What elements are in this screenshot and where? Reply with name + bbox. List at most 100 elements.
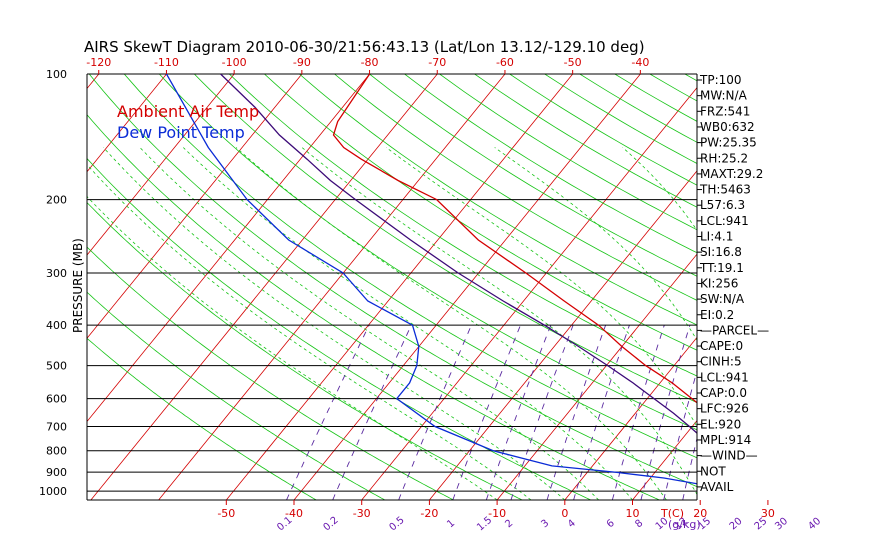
plot-frame	[86, 74, 698, 501]
stat-item: MAXT:29.2	[700, 167, 763, 181]
mixing-ratio-unit: (g/kg)	[668, 518, 701, 531]
bottom-temp-tick-label: -30	[353, 507, 371, 520]
dry-adiabat-line	[87, 246, 454, 500]
dry-adiabat-line	[194, 74, 697, 404]
dry-adiabat-line	[159, 74, 697, 431]
mixing-ratio-line	[611, 325, 665, 500]
stat-item: EL:920	[700, 417, 741, 431]
ambient-temp-line	[332, 74, 697, 404]
dry-adiabats	[87, 74, 870, 500]
isotherm-line	[836, 74, 870, 500]
isotherm-line	[361, 87, 697, 500]
moist-adiabat-line	[183, 147, 633, 500]
dry-adiabat-line	[88, 74, 697, 488]
stat-item: PW:25.35	[700, 136, 757, 150]
mixing-ratio-line	[332, 325, 412, 500]
isotherm-line	[87, 74, 167, 173]
top-temp-tick-label: -120	[86, 56, 111, 69]
top-temp-ticks: -120 -110 -100 -90 -80 -70 -60 -50 -40	[86, 56, 649, 74]
parcel-line	[220, 74, 697, 434]
stat-item: SI:16.8	[700, 245, 742, 259]
bottom-temp-tick-label: -50	[217, 507, 235, 520]
isotherms	[87, 74, 870, 500]
bottom-temp-ticks: -50 -40 -30 -20 -10 0 10 20 30	[217, 500, 775, 520]
dry-adiabat-line	[299, 74, 697, 326]
pressure-gridlines	[87, 73, 697, 492]
isotherm-line	[768, 74, 870, 500]
top-temp-tick-label: -80	[361, 56, 379, 69]
pressure-tick-label: 500	[46, 360, 67, 373]
stat-item: MPL:914	[700, 433, 751, 447]
isotherm-line	[87, 74, 303, 339]
mixing-ratio-tick-label: 30	[773, 516, 790, 533]
top-temp-tick-label: -110	[154, 56, 179, 69]
mixing-ratio-tick-label: 6	[605, 518, 617, 531]
stat-item: FRZ:541	[700, 104, 750, 118]
stat-item: TP:100	[699, 73, 742, 87]
profile-lines	[165, 74, 697, 485]
dry-adiabat-line	[369, 74, 697, 277]
stat-item: TT:19.1	[699, 261, 744, 275]
chart-title: AIRS SkewT Diagram 2010-06-30/21:56:43.1…	[84, 38, 645, 56]
x-axis-unit: T(C)	[660, 507, 684, 520]
stat-item: RH:25.2	[700, 151, 748, 165]
pressure-tick-label: 900	[46, 466, 67, 479]
stat-item: KI:256	[700, 276, 738, 290]
dry-adiabat-line	[87, 201, 523, 500]
y-axis-label: PRESSURE (MB)	[71, 238, 85, 333]
stat-item: —WIND—	[700, 449, 758, 463]
stat-item: CAP:0.0	[700, 386, 747, 400]
mixing-ratio-line	[398, 325, 472, 500]
dry-adiabat-line	[123, 74, 697, 459]
mixing-ratio-line	[783, 325, 816, 500]
mixing-ratio-tick-label: 0.5	[387, 515, 406, 534]
legend-ambient: Ambient Air Temp	[117, 102, 259, 121]
top-temp-tick-label: -100	[222, 56, 247, 69]
mixing-ratio-tick-label: 40	[806, 516, 823, 533]
bottom-temp-tick-label: -20	[420, 507, 438, 520]
dry-adiabat-line	[790, 74, 870, 500]
stat-item: CAPE:0	[700, 339, 743, 353]
stat-item: CINH:5	[700, 355, 742, 369]
pressure-tick-label: 1000	[39, 485, 67, 498]
stat-item: LCL:941	[700, 370, 749, 384]
mixing-ratio-tick-label: 4	[566, 518, 578, 531]
pressure-tick-label: 100	[46, 68, 67, 81]
dry-adiabat-line	[87, 291, 386, 500]
mixing-ratio-tick-label: 8	[633, 518, 645, 531]
pressure-tick-label: 200	[46, 194, 67, 207]
mixing-ratio-tick-label: 3	[539, 518, 551, 531]
top-temp-tick-label: -90	[293, 56, 311, 69]
pressure-tick-label: 600	[46, 393, 67, 406]
stat-item: L57:6.3	[700, 198, 745, 212]
bottom-temp-tick-label: -10	[488, 507, 506, 520]
stat-item: LFC:926	[700, 402, 749, 416]
top-temp-tick-label: -50	[564, 56, 582, 69]
dry-adiabat-line	[334, 74, 697, 301]
dry-adiabat-line	[439, 74, 697, 231]
dry-adiabat-line	[87, 337, 317, 500]
dry-adiabat-line	[649, 74, 697, 102]
pressure-ticks: 100 200 300 400 500 600 700 800 900 1000	[39, 68, 67, 498]
top-temp-tick-label: -70	[428, 56, 446, 69]
bottom-temp-tick-label: 20	[693, 507, 707, 520]
moist-adiabat-line	[87, 195, 498, 500]
bottom-temp-tick-label: 10	[626, 507, 640, 520]
dry-adiabat-line	[755, 74, 870, 500]
stat-item: MW:N/A	[700, 89, 748, 103]
dry-adiabat-line	[264, 74, 697, 351]
stat-item: NOT	[700, 464, 726, 478]
pressure-tick-label: 700	[46, 421, 67, 434]
isotherm-line	[87, 74, 235, 256]
mixing-ratio-line	[546, 325, 607, 500]
isotherm-line	[564, 336, 697, 500]
isotherm-line	[632, 420, 697, 500]
isotherm-line	[429, 170, 697, 500]
mixing-ratio-line	[286, 325, 370, 500]
isotherm-line	[293, 74, 641, 500]
mixing-ratio-line	[640, 325, 691, 500]
pressure-tick-label: 300	[46, 267, 67, 280]
mixing-ratio-line	[452, 325, 521, 500]
